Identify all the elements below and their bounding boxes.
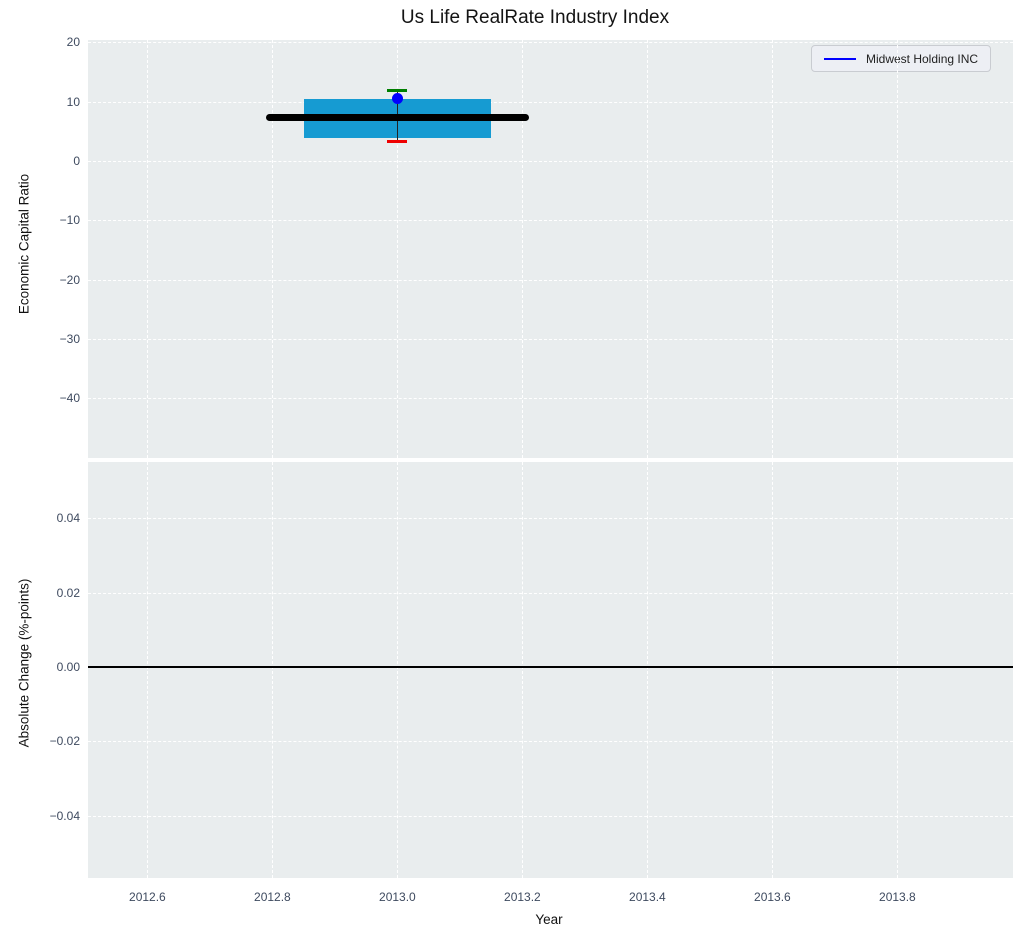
- top-panel: [88, 40, 1013, 458]
- y-tick-label: −20: [59, 272, 80, 287]
- y-tick-label: 0.02: [56, 585, 80, 600]
- p90-cap: [387, 89, 408, 93]
- y-tick-label: −0.04: [49, 808, 80, 823]
- x-tick-label: 2012.6: [129, 890, 166, 904]
- gridline-x: [897, 40, 899, 458]
- company-point: [391, 93, 403, 105]
- gridline-x: [897, 462, 899, 878]
- gridline-y: [88, 279, 1013, 281]
- zero-line: [88, 666, 1013, 668]
- gridline-x: [772, 40, 774, 458]
- x-tick-label: 2013.2: [504, 890, 541, 904]
- gridline-x: [647, 462, 649, 878]
- y-tick-label: 0: [73, 153, 80, 168]
- x-tick-label: 2013.6: [754, 890, 791, 904]
- gridline-x: [397, 462, 399, 878]
- gridline-y: [88, 42, 1013, 44]
- x-tick-label: 2012.8: [254, 890, 291, 904]
- y-tick-label: −40: [59, 391, 80, 406]
- legend-label: Midwest Holding INC: [866, 51, 979, 66]
- y-tick-label: −30: [59, 331, 80, 346]
- gridline-x: [147, 40, 149, 458]
- y-tick-label: 0.04: [56, 511, 80, 526]
- legend-line-sample: [824, 57, 856, 60]
- y-tick-label: −0.02: [49, 734, 80, 749]
- legend: Midwest Holding INC: [811, 45, 992, 72]
- gridline-y: [88, 160, 1013, 162]
- gridline-x: [522, 40, 524, 458]
- y-tick-label: 20: [66, 35, 80, 50]
- gridline-y: [88, 398, 1013, 400]
- gridline-y: [88, 518, 1013, 520]
- x-tick-label: 2013.8: [879, 890, 916, 904]
- gridline-x: [647, 40, 649, 458]
- chart-title: Us Life RealRate Industry Index: [400, 7, 670, 28]
- top-ylabel: Economic Capital Ratio: [16, 173, 32, 315]
- gridline-y: [88, 741, 1013, 743]
- gridline-x: [272, 40, 274, 458]
- gridline-y: [88, 338, 1013, 340]
- gridline-x: [522, 462, 524, 878]
- median-line: [266, 113, 529, 121]
- gridline-x: [772, 462, 774, 878]
- bottom-panel: [88, 462, 1013, 878]
- p10-cap: [387, 139, 408, 143]
- y-tick-label: −10: [59, 213, 80, 228]
- x-axis-label: Year: [535, 912, 563, 927]
- y-tick-label: 10: [66, 94, 80, 109]
- gridline-y: [88, 592, 1013, 594]
- gridline-y: [88, 815, 1013, 817]
- x-tick-label: 2013.4: [629, 890, 666, 904]
- gridline-x: [147, 462, 149, 878]
- gridline-y: [88, 220, 1013, 222]
- y-tick-label: 0.00: [56, 660, 80, 675]
- gridline-x: [272, 462, 274, 878]
- gridline-x: [397, 40, 399, 458]
- gridline-y: [88, 101, 1013, 103]
- x-tick-label: 2013.0: [379, 890, 416, 904]
